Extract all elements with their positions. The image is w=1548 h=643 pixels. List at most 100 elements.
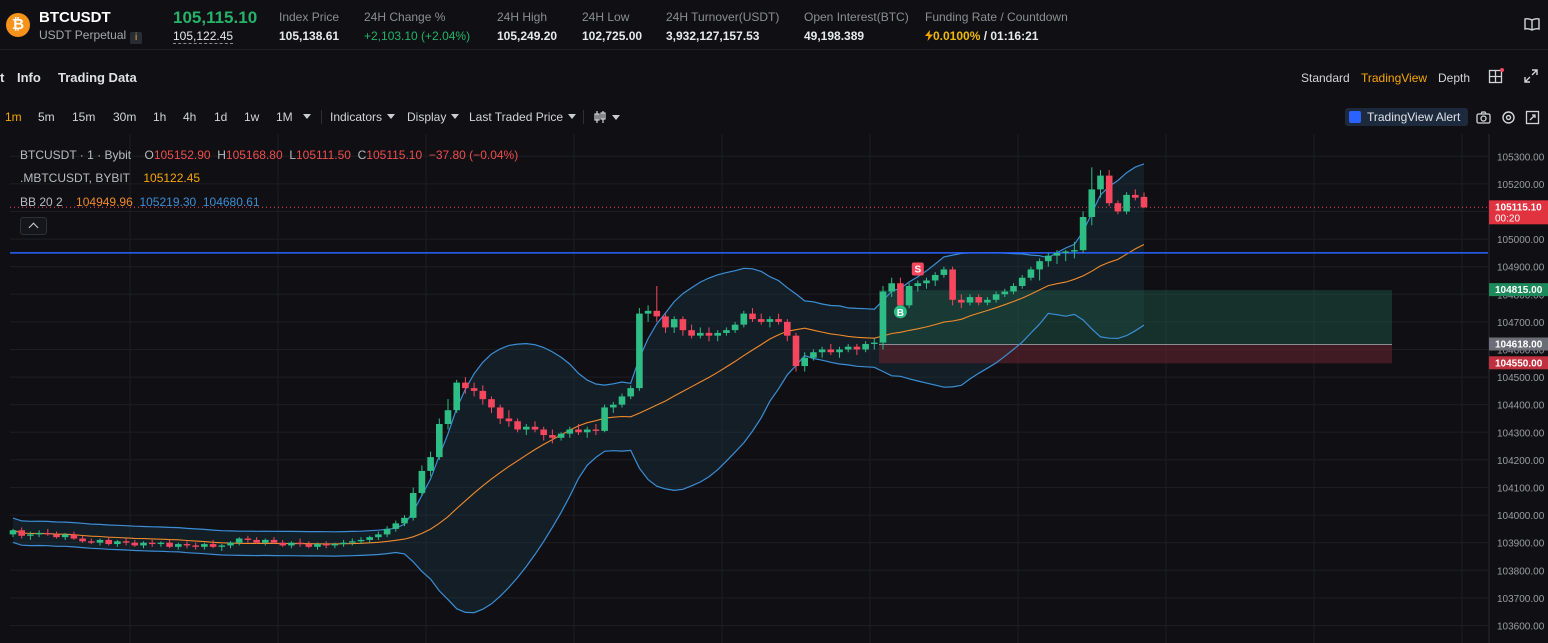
legend-l-label: L xyxy=(289,148,296,162)
candle-body xyxy=(322,544,330,546)
tab-chart[interactable]: t xyxy=(0,70,5,85)
candle-body xyxy=(401,517,408,524)
tab-trading-data[interactable]: Trading Data xyxy=(58,70,137,85)
buy-marker-label: B xyxy=(897,308,904,319)
candle-body xyxy=(331,544,339,546)
candle-body xyxy=(462,382,469,389)
candle-body xyxy=(575,429,582,433)
camera-icon[interactable] xyxy=(1476,110,1491,125)
candle-body xyxy=(792,335,800,367)
stat-24h-low: 24H Low 102,725.00 xyxy=(582,10,642,43)
indicators-button[interactable]: Indicators xyxy=(330,110,396,124)
candle-body xyxy=(131,542,139,546)
candle-body xyxy=(592,429,600,431)
price-type-dropdown[interactable]: Last Traded Price xyxy=(469,110,577,124)
candle-body xyxy=(349,541,356,543)
bollinger-lower-line xyxy=(12,312,1145,614)
funding-rate-value: 0.0100% xyxy=(933,29,981,43)
view-tradingview[interactable]: TradingView xyxy=(1361,71,1428,85)
candle-body xyxy=(418,470,426,493)
fullscreen-chart-icon[interactable] xyxy=(1525,110,1540,125)
stat-24h-high: 24H High 105,249.20 xyxy=(497,10,557,43)
candle-body xyxy=(636,313,643,389)
timeframe-1m[interactable]: 1m xyxy=(5,110,22,124)
candle-body xyxy=(966,297,974,303)
contract-type: USDT Perpetual i xyxy=(39,28,143,44)
stat-value: 105,249.20 xyxy=(497,29,558,43)
candle-body xyxy=(775,319,782,322)
candle-body xyxy=(296,542,304,545)
timeframe-4h[interactable]: 4h xyxy=(183,110,197,124)
layout-grid-icon[interactable] xyxy=(1488,68,1504,84)
book-icon[interactable] xyxy=(1524,16,1540,32)
last-price: 105,115.10 xyxy=(173,8,258,27)
stat-label: Index Price xyxy=(279,10,340,24)
bollinger-upper-line xyxy=(12,163,1145,533)
price-type-label: Last Traded Price xyxy=(469,110,564,124)
timeframe-5m[interactable]: 5m xyxy=(38,110,55,124)
candle-body xyxy=(670,319,678,328)
timeframe-1M-dropdown[interactable]: 1M xyxy=(276,110,311,124)
stat-open-interest: Open Interest(BTC) 49,198.389 xyxy=(804,10,909,43)
stop-loss-price-label-bg xyxy=(1489,356,1548,370)
candle-body xyxy=(470,388,478,391)
candle-body xyxy=(757,319,765,322)
candle-body xyxy=(392,523,400,529)
stop-loss-zone xyxy=(879,344,1392,364)
y-axis-tick-label: 104600.00 xyxy=(1497,345,1545,356)
stop-loss-price-label: 104550.00 xyxy=(1495,358,1543,369)
timeframe-1w[interactable]: 1w xyxy=(244,110,260,124)
mark-price: 105,122.45 xyxy=(173,29,234,44)
info-icon[interactable]: i xyxy=(130,32,143,44)
candle-body xyxy=(984,299,991,303)
candle-body xyxy=(766,319,774,322)
stat-24h-turnover: 24H Turnover(USDT) 3,932,127,157.53 xyxy=(666,10,779,43)
display-label: Display xyxy=(407,110,447,124)
candle-body xyxy=(1027,269,1035,278)
view-depth[interactable]: Depth xyxy=(1438,71,1471,85)
chart-background xyxy=(0,134,1548,643)
candle-body xyxy=(496,407,504,419)
legend-bb-label: BB 20 2 xyxy=(20,195,63,209)
chart-type-dropdown[interactable] xyxy=(593,110,620,125)
candle-body xyxy=(192,545,199,547)
candle-body xyxy=(601,407,608,431)
settings-icon[interactable] xyxy=(1501,110,1516,125)
candle-body xyxy=(566,429,574,434)
legend-collapse-button[interactable] xyxy=(20,217,47,235)
candle-body xyxy=(801,357,808,367)
tradingview-alert-button[interactable]: TradingView Alert xyxy=(1345,108,1469,126)
chart-canvas[interactable]: 105300.00105200.00105100.00105000.001049… xyxy=(0,134,1548,643)
candle-body xyxy=(1062,251,1069,253)
candle-body xyxy=(723,330,730,333)
candle-body xyxy=(122,541,130,543)
y-axis-tick-label: 103600.00 xyxy=(1497,621,1545,632)
candle-body xyxy=(44,533,52,535)
candle-body xyxy=(209,544,217,547)
timeframe-15m[interactable]: 15m xyxy=(72,110,96,124)
candle-body xyxy=(697,332,704,336)
candle-body xyxy=(9,530,17,535)
display-button[interactable]: Display xyxy=(407,110,460,124)
candle-body xyxy=(262,539,269,543)
timeframe-1h[interactable]: 1h xyxy=(153,110,167,124)
price-chart[interactable]: 105300.00105200.00105100.00105000.001049… xyxy=(0,134,1548,643)
y-axis-tick-label: 103800.00 xyxy=(1497,566,1545,577)
stat-index-price: Index Price 105,138.61 xyxy=(279,10,339,43)
candle-body xyxy=(88,541,95,543)
candle-body xyxy=(836,349,843,353)
candle-body xyxy=(1114,203,1122,212)
fullscreen-icon[interactable] xyxy=(1523,68,1539,84)
stat-label: 24H High xyxy=(497,10,548,24)
candle-body xyxy=(218,545,226,547)
sell-marker xyxy=(911,262,924,276)
tab-info[interactable]: Info xyxy=(17,70,41,85)
candle-body xyxy=(810,352,817,358)
y-axis-tick-label: 104700.00 xyxy=(1497,318,1545,329)
symbol-name[interactable]: BTCUSDT xyxy=(39,9,111,26)
timeframe-1d[interactable]: 1d xyxy=(214,110,228,124)
legend-high: 105168.80 xyxy=(225,148,283,162)
view-standard[interactable]: Standard xyxy=(1301,71,1350,85)
timeframe-30m[interactable]: 30m xyxy=(113,110,137,124)
legend-bb-mid: 104949.96 xyxy=(76,195,133,209)
